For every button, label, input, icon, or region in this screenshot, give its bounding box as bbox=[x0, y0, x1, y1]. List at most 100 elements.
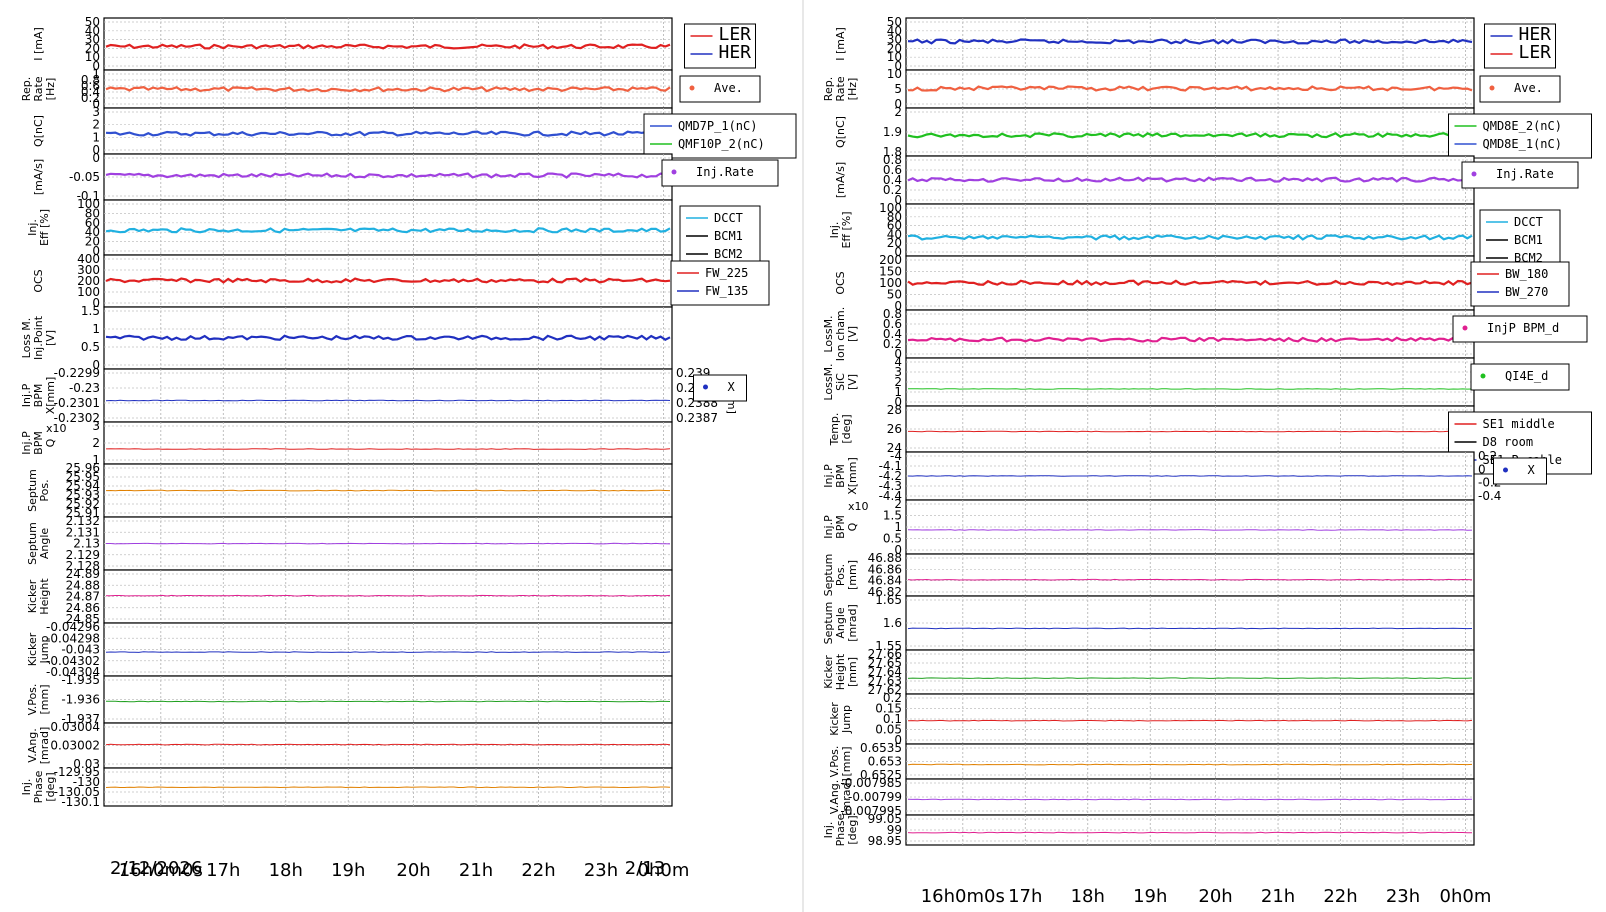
y-tick-label: 2 bbox=[92, 436, 100, 450]
y-tick-label: 1.65 bbox=[875, 593, 902, 607]
y-axis-label: KickerJump bbox=[26, 632, 51, 666]
y-tick-label: 46.88 bbox=[868, 551, 902, 565]
y-tick-label: 1.6 bbox=[883, 616, 902, 630]
legend-label: DCCT bbox=[1514, 215, 1543, 229]
y-tick-label: 2.128 bbox=[66, 559, 100, 573]
y-axis-label: Inj.PBPMX[mm] bbox=[822, 457, 859, 495]
y-axis-label: V.Pos.[mm] bbox=[828, 746, 853, 778]
y-tick-label: 0.4 bbox=[81, 85, 100, 99]
y-axis-label: SeptumAngle bbox=[26, 522, 51, 565]
data-trace bbox=[907, 763, 1473, 766]
y-axis-label: Loss M.Inj.Point[V] bbox=[20, 315, 57, 360]
y-tick-label: -4 bbox=[890, 449, 902, 463]
y-tick-label: 1 bbox=[92, 453, 100, 467]
legend-label: FW_135 bbox=[705, 284, 748, 298]
y-tick-label: 25.93 bbox=[66, 488, 100, 502]
legend-label: DCCT bbox=[714, 211, 743, 225]
y-tick-label: -4.3 bbox=[879, 479, 902, 493]
data-trace bbox=[907, 38, 1473, 45]
legend-box bbox=[670, 260, 770, 306]
y-tick-label: 0 bbox=[92, 97, 100, 111]
plot-row: 0.20.150.10.050 KickerJump bbox=[828, 691, 1475, 747]
y-tick-label: 2.13 bbox=[73, 537, 100, 551]
y-tick-label: 0.03 bbox=[73, 757, 100, 771]
y-tick-label: 1 bbox=[92, 67, 100, 81]
x-tick-label: 17h bbox=[1008, 886, 1042, 907]
x-tick-label: 20h bbox=[1198, 886, 1232, 907]
y-tick-label: 24.89 bbox=[66, 567, 100, 581]
y-tick-label: 0.4 bbox=[883, 173, 902, 187]
y-tick-label: -0.043 bbox=[61, 643, 100, 657]
y-tick-label: 10 bbox=[887, 67, 902, 81]
y-tick-label: 40 bbox=[85, 24, 100, 38]
y-tick-label: 0.6535 bbox=[860, 741, 902, 755]
legend-label: Inj.Rate bbox=[1496, 167, 1554, 181]
y-tick-label: 4 bbox=[894, 355, 902, 369]
y-tick-label: 0.6 bbox=[81, 79, 100, 93]
y-axis-label: LossM.SiC[V] bbox=[822, 363, 859, 400]
y-tick-label: 99 bbox=[887, 823, 902, 837]
y-tick-label: 2 bbox=[894, 497, 902, 511]
y-axis-label: Inj.PBPMQ bbox=[822, 515, 859, 539]
y-tick-label: 0.03004 bbox=[50, 720, 100, 734]
legend-box bbox=[1470, 363, 1570, 391]
y-axis-label: Rep.Rate[Hz] bbox=[822, 76, 859, 101]
data-trace bbox=[907, 578, 1473, 581]
y-axis-label: OCS bbox=[32, 269, 45, 292]
y-tick-label: 0 bbox=[894, 347, 902, 361]
y-axis-label: V.Ang.[mrad] bbox=[828, 778, 853, 816]
x-tick-label: 23h bbox=[584, 860, 618, 881]
y-tick-label: 98.95 bbox=[868, 834, 902, 848]
y-tick-label: 200 bbox=[879, 253, 902, 267]
exponent-label: x10 bbox=[46, 422, 67, 435]
data-trace bbox=[105, 700, 671, 703]
legend-swatch bbox=[671, 169, 677, 175]
legend-label: X bbox=[728, 380, 736, 394]
legend-label: QI4E_d bbox=[1505, 369, 1548, 383]
legend-label: Inj.Rate bbox=[696, 165, 754, 179]
y-tick-label: 0.2 bbox=[883, 337, 902, 351]
legend-swatch bbox=[1462, 325, 1468, 331]
y-tick-label: -4.4 bbox=[879, 489, 902, 503]
y-axis-label: Inj.Eff [%] bbox=[26, 209, 51, 246]
y-tick-label: 0.8 bbox=[883, 153, 902, 167]
y-tick-label: 40 bbox=[85, 225, 100, 239]
y-tick-label: -130.1 bbox=[61, 795, 100, 809]
legend-swatch bbox=[1489, 85, 1495, 91]
y-tick-label: -0.05 bbox=[69, 170, 100, 184]
plot-row: 0.80.60.40.20 LossM.Ion cham.[V] InjP BPM_… bbox=[822, 307, 1588, 361]
legend-label: HER bbox=[1519, 24, 1552, 45]
data-trace bbox=[907, 85, 1473, 92]
y-tick-label: 1.9 bbox=[883, 125, 902, 139]
y-tick-label: 24.85 bbox=[66, 612, 100, 626]
data-trace bbox=[907, 234, 1473, 241]
y-tick-label: 0 bbox=[92, 296, 100, 310]
y2-tick-label: 0.2 bbox=[1478, 449, 1497, 463]
y-tick-label: 2.132 bbox=[66, 514, 100, 528]
x-tick-label: 18h bbox=[269, 860, 303, 881]
y-tick-label: 0 bbox=[894, 299, 902, 313]
plot-frame bbox=[905, 17, 1475, 71]
legend-label: InjP BPM_d bbox=[1487, 321, 1559, 335]
legend-box bbox=[1484, 23, 1556, 69]
y-axis-label: Q[nC] bbox=[834, 116, 847, 148]
legend-label: QMD8E_1(nC) bbox=[1483, 137, 1562, 151]
y-tick-label: 28 bbox=[887, 403, 902, 417]
y-tick-label: -0.1 bbox=[77, 189, 100, 203]
plot-frame bbox=[103, 17, 673, 71]
y-tick-label: 40 bbox=[887, 227, 902, 241]
y-tick-label: 3 bbox=[92, 105, 100, 119]
plot-frame bbox=[103, 107, 673, 155]
y-tick-label: 80 bbox=[85, 206, 100, 220]
x-tick-label: 22h bbox=[1323, 886, 1357, 907]
y-tick-label: -1.936 bbox=[61, 693, 100, 707]
y-tick-label: 2.131 bbox=[66, 525, 100, 539]
y-tick-label: -0.23 bbox=[69, 381, 100, 395]
y-tick-label: 99.05 bbox=[868, 812, 902, 826]
data-trace bbox=[907, 831, 1472, 834]
